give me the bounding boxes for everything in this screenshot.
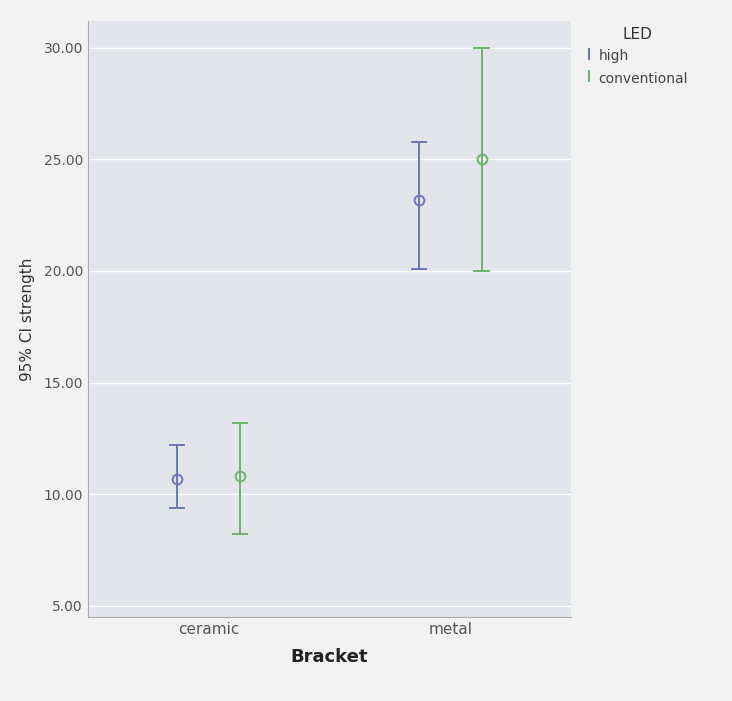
Y-axis label: 95% CI strength: 95% CI strength — [20, 257, 35, 381]
Legend: high, conventional: high, conventional — [580, 21, 694, 92]
X-axis label: Bracket: Bracket — [291, 648, 368, 666]
